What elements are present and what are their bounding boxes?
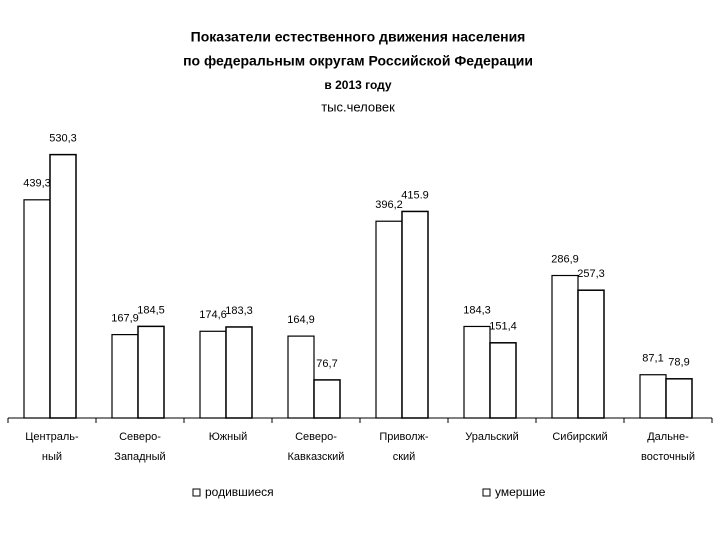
x-tick-label: Кавказский [288,451,345,463]
x-tick-label: Уральский [465,431,518,443]
data-label: 164,9 [287,314,315,326]
x-tick-label: Приволж- [379,431,429,443]
bar [49,153,77,419]
x-tick-label: Дальне- [647,431,689,443]
x-tick-label: восточный [641,451,695,463]
bar [577,289,605,419]
data-label: 76,7 [316,358,337,370]
data-label: 439,3 [23,178,51,190]
data-label: 151,4 [489,321,517,333]
data-label: 530,3 [49,133,77,145]
data-label: 183,3 [225,305,253,317]
chart-title: Показатели естественного движения населе… [191,29,526,45]
bar [23,199,51,419]
bar [375,220,403,419]
chart-title: по федеральным округам Российской Федера… [183,53,533,69]
bar [489,342,517,419]
x-tick-label: Централь- [25,431,79,443]
data-label: 184,5 [137,304,165,316]
data-label: 87,1 [642,353,663,365]
bar [639,374,667,419]
chart-title: в 2013 году [324,78,392,92]
data-label: 286,9 [551,253,579,265]
x-tick-label: ный [42,451,62,463]
x-tick-label: ский [393,451,416,463]
bar [551,274,579,419]
data-label: 184,3 [463,304,491,316]
data-label: 257,3 [577,268,605,280]
bar [111,334,139,419]
bar [665,378,693,419]
bar [313,379,341,419]
x-tick-label: Северо- [295,431,337,443]
data-label: 396,2 [375,199,403,211]
bar [225,326,253,419]
chart-subtitle: тыс.человек [321,99,395,114]
bar [401,210,429,419]
bar [137,325,165,419]
legend-label: умершие [495,485,546,499]
bar [287,335,315,419]
legend-swatch [192,488,201,497]
legend-label: родившиеся [205,485,274,499]
data-label: 167,9 [111,313,139,325]
x-tick-label: Западный [114,451,165,463]
legend-swatch [482,488,491,497]
data-label: 174,6 [199,309,227,321]
x-tick-label: Северо- [119,431,161,443]
data-label: 78,9 [668,357,689,369]
bar [463,325,491,419]
x-tick-label: Южный [209,431,248,443]
data-label: 415.9 [401,189,429,201]
x-tick-label: Сибирский [552,431,607,443]
bar [199,330,227,419]
